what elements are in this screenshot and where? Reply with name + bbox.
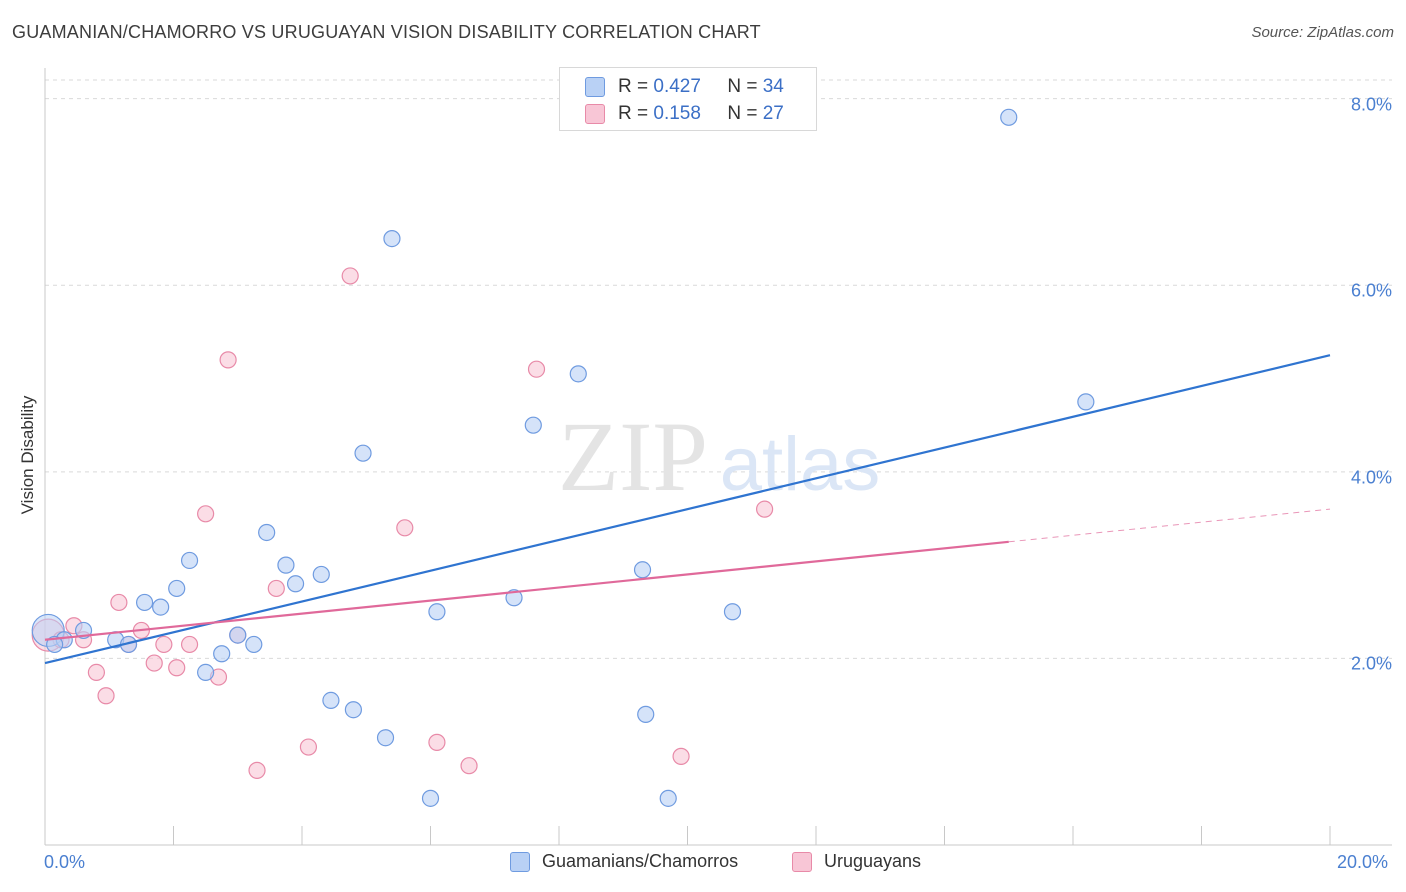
legend-item-guamanians: Guamanians/Chamorros <box>510 851 738 872</box>
uruguayan-point <box>97 687 115 705</box>
uruguayan-point <box>428 733 446 751</box>
n-label: N = <box>727 76 763 97</box>
guamanian-point <box>277 556 295 574</box>
guamanian-point <box>383 229 401 248</box>
legend-swatch-blue <box>585 77 605 97</box>
legend-swatch-blue <box>510 851 530 872</box>
guamanian-point <box>344 701 362 719</box>
uruguayan-point <box>248 761 266 779</box>
guamanian-point <box>569 365 587 383</box>
uruguayans-points <box>31 267 774 779</box>
source-label: Source: ZipAtlas.com <box>1251 24 1394 41</box>
guamanian-point <box>213 645 231 663</box>
guamanian-point <box>135 593 154 612</box>
y-tick-label: 8.0% <box>1350 94 1392 115</box>
y-tick-label: 2.0% <box>1350 653 1392 674</box>
x-tick-min: 0.0% <box>44 852 86 872</box>
guamanian-point <box>633 561 652 579</box>
guamanian-point <box>322 691 340 709</box>
guamanian-point <box>1000 108 1018 126</box>
guamanian-point <box>46 635 64 654</box>
guamanian-point <box>354 444 372 462</box>
n-value: 27 <box>762 103 784 124</box>
chart-title: GUAMANIAN/CHAMORRO VS URUGUAYAN VISION D… <box>12 22 761 42</box>
y-tick-label: 6.0% <box>1350 280 1392 301</box>
uruguayan-trend-extension <box>1008 508 1331 543</box>
uruguayan-point <box>267 579 285 598</box>
guamanian-point <box>637 705 655 723</box>
y-tick-label: 4.0% <box>1350 467 1392 488</box>
uruguayan-point <box>672 747 690 765</box>
uruguayan-point <box>110 593 128 612</box>
n-label: N = <box>727 103 763 124</box>
legend-item-uruguayans: Uruguayans <box>792 851 921 872</box>
legend-swatch-pink <box>585 104 605 124</box>
correlation-legend: R = 0.427 N = 34 R = 0.158 N = 27 <box>559 67 817 131</box>
r-value: 0.158 <box>653 103 701 124</box>
watermark: ZIP atlas <box>558 401 880 512</box>
guamanian-point <box>258 523 276 542</box>
r-label: R = <box>618 103 654 124</box>
guamanian-point <box>168 579 186 598</box>
n-value: 34 <box>762 76 784 97</box>
guamanian-point <box>659 789 677 807</box>
uruguayan-point <box>180 635 199 654</box>
uruguayan-point <box>755 500 774 518</box>
watermark-atlas: atlas <box>720 422 881 507</box>
r-label: R = <box>618 76 654 97</box>
guamanian-point <box>376 729 395 747</box>
uruguayan-point <box>197 505 215 523</box>
guamanian-trend-line <box>44 354 1331 665</box>
guamanian-point <box>723 603 742 621</box>
guamanian-point <box>524 416 542 434</box>
uruguayan-point <box>168 659 186 677</box>
guamanian-point <box>286 575 305 593</box>
uruguayan-point <box>145 654 163 672</box>
uruguayan-point <box>155 635 173 654</box>
uruguayan-point <box>341 267 359 285</box>
legend-swatch-pink <box>792 851 812 872</box>
watermark-zip: ZIP <box>558 401 708 512</box>
uruguayan-point <box>299 738 318 756</box>
axes <box>44 68 1392 846</box>
uruguayan-trend-line <box>44 540 1009 641</box>
guamanian-point <box>421 789 440 807</box>
legend-label: Uruguayans <box>824 851 922 871</box>
uruguayan-point <box>460 757 478 775</box>
guamanian-point <box>1077 393 1095 411</box>
guamanian-point <box>312 565 330 584</box>
trend-lines <box>44 354 1331 665</box>
guamanian-point <box>245 635 263 654</box>
guamanian-point <box>229 626 247 644</box>
uruguayan-point <box>87 663 106 682</box>
guamanian-point <box>505 589 523 607</box>
uruguayan-point <box>396 519 414 537</box>
r-value: 0.427 <box>653 76 701 97</box>
x-tick-max: 20.0% <box>1337 852 1389 872</box>
uruguayan-point <box>219 351 237 369</box>
guamanian-point <box>180 551 199 570</box>
guamanian-point <box>428 603 446 621</box>
guamanian-point <box>152 598 170 616</box>
legend-label: Guamanians/Chamorros <box>542 851 739 871</box>
uruguayan-point <box>527 360 546 378</box>
guamanian-point <box>197 663 215 682</box>
